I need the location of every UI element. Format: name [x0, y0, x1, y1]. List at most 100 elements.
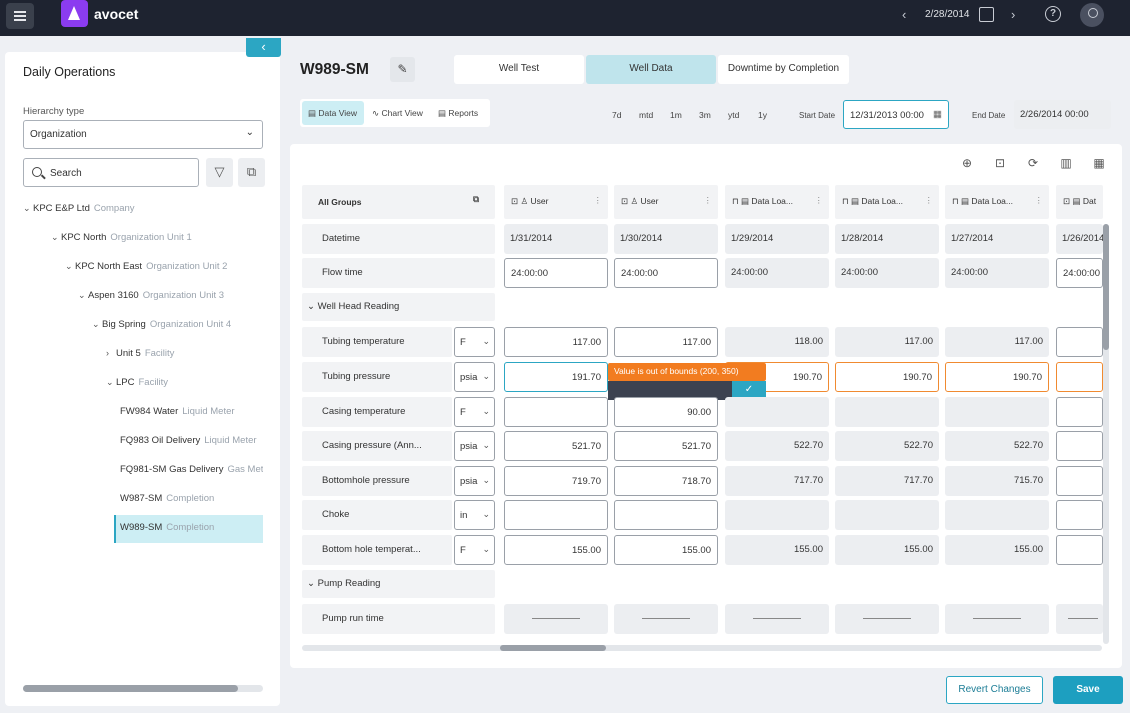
grid-vertical-scrollbar[interactable]	[1103, 224, 1109, 644]
section-well-head-reading[interactable]: ⌄ Well Head Reading	[302, 293, 495, 321]
value-cell-warning[interactable]	[1056, 362, 1103, 392]
tab-downtime[interactable]: Downtime by Completion	[718, 55, 849, 84]
collapse-sidebar-button[interactable]: ‹	[246, 38, 281, 57]
grid-horizontal-scrollbar[interactable]	[302, 645, 1102, 651]
save-button[interactable]: Save	[1053, 676, 1123, 704]
value-cell-warning[interactable]: 190.70	[945, 362, 1049, 392]
chevron-down-icon[interactable]: ⌄	[106, 377, 114, 387]
unit-select[interactable]: in ⌄	[454, 500, 495, 530]
more-icon[interactable]: ⋮	[1034, 195, 1044, 205]
value-input-focused[interactable]: 191.70	[504, 362, 608, 392]
chevron-right-icon[interactable]: ›	[106, 348, 109, 358]
confirm-button[interactable]: ✓	[732, 381, 766, 400]
more-icon[interactable]: ⋮	[703, 195, 713, 205]
tree-item[interactable]: FQ981-SM Gas Delivery Gas Met	[120, 464, 263, 475]
value-input[interactable]: 718.70	[614, 466, 718, 496]
tree-item[interactable]: ⌄ Big Spring Organization Unit 4	[92, 319, 232, 330]
more-icon[interactable]: ⋮	[593, 195, 603, 205]
chevron-down-icon[interactable]: ⌄	[307, 301, 318, 312]
more-icon[interactable]: ⋮	[924, 195, 934, 205]
calendar-icon[interactable]: ▦	[933, 109, 942, 120]
columns-icon[interactable]: ▥	[1060, 156, 1072, 170]
value-input[interactable]	[504, 397, 608, 427]
chevron-down-icon[interactable]: ⌄	[92, 319, 100, 329]
value-input[interactable]	[614, 500, 718, 530]
value-input[interactable]: 521.70	[504, 431, 608, 461]
value-input[interactable]: 521.70	[614, 431, 718, 461]
chevron-down-icon[interactable]: ⌄	[78, 290, 86, 300]
value-input[interactable]: 117.00	[614, 327, 718, 357]
tree-item[interactable]: ⌄ KPC North East Organization Unit 2	[65, 261, 228, 272]
value-input[interactable]: 90.00	[614, 397, 718, 427]
calendar-icon[interactable]	[979, 7, 994, 22]
column-header[interactable]: ⊡ ♙ User ⋮	[614, 185, 718, 219]
tab-well-test[interactable]: Well Test	[454, 55, 584, 84]
zoom-icon[interactable]: ⊡	[994, 156, 1006, 170]
tree-item[interactable]: W987-SM Completion	[120, 493, 215, 504]
tree-item[interactable]: ⌄ LPC Facility	[106, 377, 169, 388]
tab-chart-view[interactable]: ∿ Chart View	[372, 108, 423, 118]
range-mtd[interactable]: mtd	[639, 110, 654, 120]
tree-item[interactable]: FQ983 Oil Delivery Liquid Meter	[120, 435, 257, 446]
value-input[interactable]	[1056, 466, 1103, 496]
chevron-down-icon[interactable]: ⌄	[307, 578, 318, 589]
section-pump-reading[interactable]: ⌄ Pump Reading	[302, 570, 495, 598]
range-3m[interactable]: 3m	[699, 110, 711, 120]
add-icon[interactable]: ⊕	[961, 156, 973, 170]
column-header[interactable]: ⊓ ▤ Data Loa... ⋮	[835, 185, 939, 219]
filter-button[interactable]: ▽	[206, 158, 233, 187]
edit-button[interactable]: ✎	[390, 57, 415, 82]
value-input[interactable]	[1056, 535, 1103, 565]
column-header[interactable]: ⊡ ▤ Dat	[1056, 185, 1103, 219]
value-input[interactable]	[1056, 431, 1103, 461]
flow-time-input[interactable]: 24:00:00	[1056, 258, 1103, 288]
help-icon[interactable]: ?	[1045, 6, 1061, 22]
value-input[interactable]	[1056, 327, 1103, 357]
value-input[interactable]	[1056, 397, 1103, 427]
tree-item-selected[interactable]: W989-SM Completion	[120, 522, 215, 533]
column-header[interactable]: ⊓ ▤ Data Loa... ⋮	[725, 185, 829, 219]
unit-select[interactable]: psia ⌄	[454, 431, 495, 461]
calendar-grid-icon[interactable]: ▦	[1093, 156, 1105, 170]
value-cell-warning[interactable]: 190.70	[835, 362, 939, 392]
range-1m[interactable]: 1m	[670, 110, 682, 120]
more-icon[interactable]: ⋮	[814, 195, 824, 205]
user-avatar[interactable]	[1080, 3, 1104, 27]
tree-item[interactable]: FW984 Water Liquid Meter	[120, 406, 235, 417]
value-input[interactable]: 719.70	[504, 466, 608, 496]
range-ytd[interactable]: ytd	[728, 110, 740, 120]
search-input[interactable]: Search	[23, 158, 199, 187]
tree-item[interactable]: › Unit 5 Facility	[106, 348, 175, 359]
chevron-down-icon[interactable]: ⌄	[23, 203, 31, 213]
unit-select[interactable]: F ⌄	[454, 397, 495, 427]
unit-select[interactable]: psia ⌄	[454, 362, 495, 392]
unit-select[interactable]: F ⌄	[454, 327, 495, 357]
flow-time-input[interactable]: 24:00:00	[614, 258, 718, 288]
tree-options-button[interactable]: ⧉	[238, 158, 265, 187]
tab-data-view[interactable]: ▤ Data View	[302, 101, 364, 125]
start-date-input[interactable]: 12/31/2013 00:00 ▦	[843, 100, 949, 129]
value-input[interactable]: 155.00	[504, 535, 608, 565]
value-input[interactable]: 117.00	[504, 327, 608, 357]
tree-item[interactable]: ⌄ KPC E&P Ltd Company	[23, 203, 135, 214]
prev-date-icon[interactable]: ‹	[902, 7, 907, 22]
menu-icon[interactable]	[6, 3, 34, 29]
unit-select[interactable]: F ⌄	[454, 535, 495, 565]
range-1y[interactable]: 1y	[758, 110, 767, 120]
end-date-input[interactable]: 2/26/2014 00:00	[1014, 100, 1111, 129]
chevron-down-icon[interactable]: ⌄	[51, 232, 59, 242]
value-input[interactable]: 155.00	[614, 535, 718, 565]
tab-well-data[interactable]: Well Data	[586, 55, 716, 84]
tree-item[interactable]: ⌄ Aspen 3160 Organization Unit 3	[78, 290, 225, 301]
unit-select[interactable]: psia ⌄	[454, 466, 495, 496]
range-7d[interactable]: 7d	[612, 110, 622, 120]
next-date-icon[interactable]: ›	[1011, 7, 1016, 22]
group-options-icon[interactable]: ⧉	[473, 194, 480, 204]
tab-reports[interactable]: ▤ Reports	[438, 108, 479, 118]
column-header[interactable]: ⊓ ▤ Data Loa... ⋮	[945, 185, 1049, 219]
hierarchy-type-select[interactable]: Organization ⌄	[23, 120, 263, 149]
sidebar-scrollbar[interactable]	[23, 685, 263, 692]
value-input[interactable]	[504, 500, 608, 530]
refresh-icon[interactable]: ⟳	[1027, 156, 1039, 170]
flow-time-input[interactable]: 24:00:00	[504, 258, 608, 288]
